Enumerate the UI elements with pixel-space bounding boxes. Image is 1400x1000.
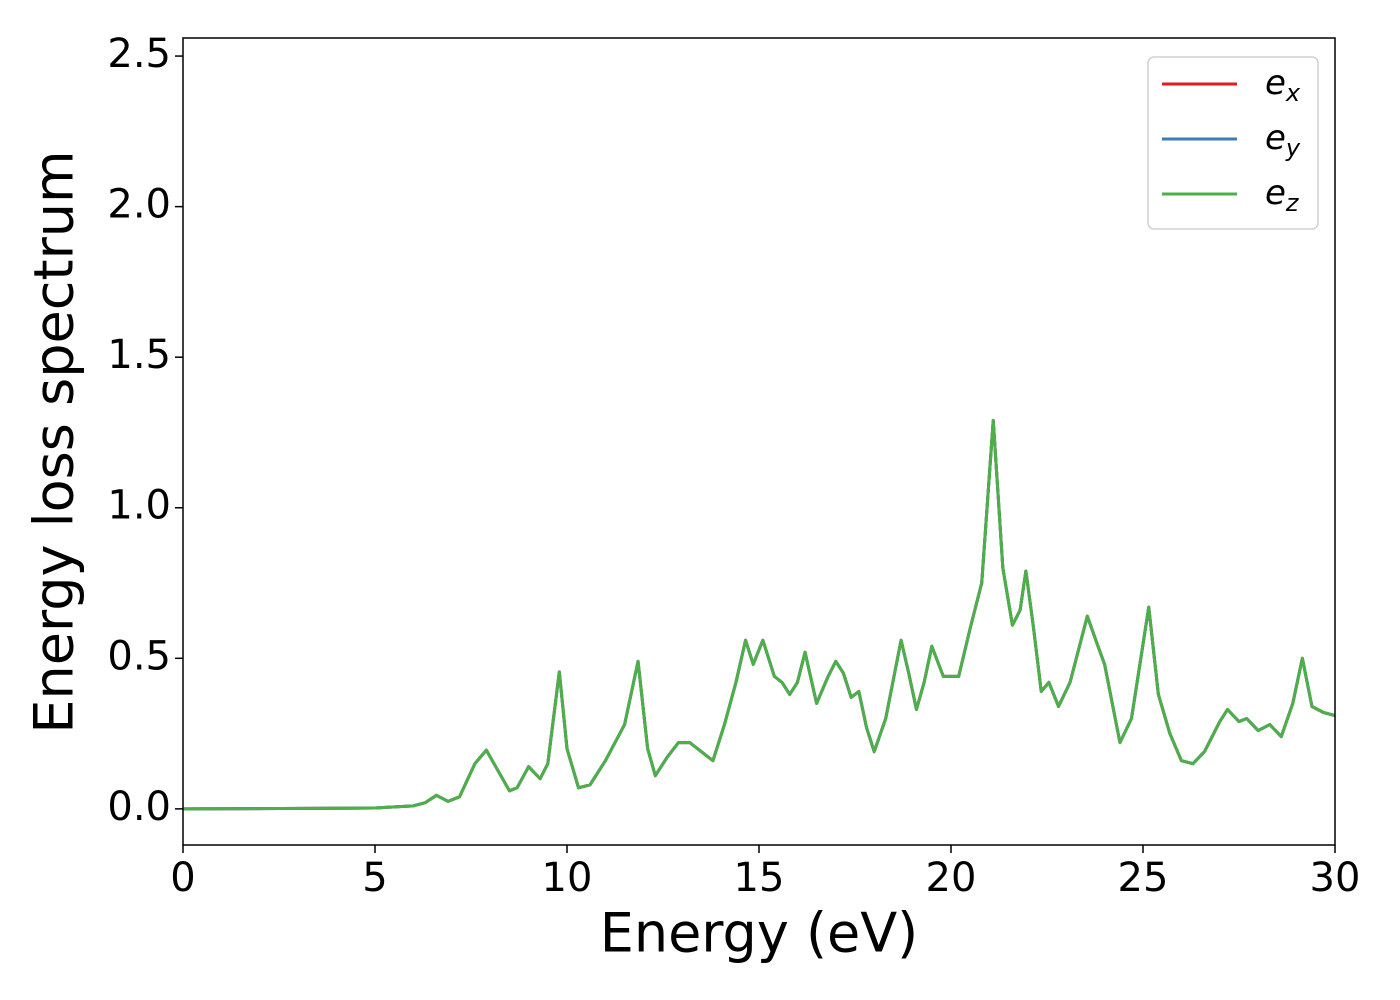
x-tick-label: 30 <box>1310 855 1361 901</box>
x-tick-label: 10 <box>542 855 593 901</box>
y-tick-label: 1.5 <box>107 332 171 378</box>
x-axis-label: Energy (eV) <box>600 902 919 965</box>
plot-frame <box>182 37 1336 846</box>
legend-label: ez <box>1265 173 1300 218</box>
y-tick-label: 0.5 <box>107 633 171 679</box>
y-tick-label: 0.0 <box>107 784 171 830</box>
series-line <box>183 418 1335 811</box>
legend-label: ex <box>1265 63 1301 108</box>
x-tick-label: 25 <box>1118 855 1169 901</box>
y-tick-label: 1.0 <box>107 483 171 529</box>
y-axis-label: Energy loss spectrum <box>23 150 86 733</box>
x-tick-label: 20 <box>926 855 977 901</box>
legend-box <box>1147 56 1319 230</box>
y-tick-label: 2.5 <box>107 31 171 77</box>
x-tick-label: 0 <box>170 855 195 901</box>
y-tick-label: 2.0 <box>107 182 171 228</box>
x-tick-label: 15 <box>734 855 785 901</box>
legend-label: ey <box>1265 118 1301 163</box>
x-tick-label: 5 <box>362 855 387 901</box>
